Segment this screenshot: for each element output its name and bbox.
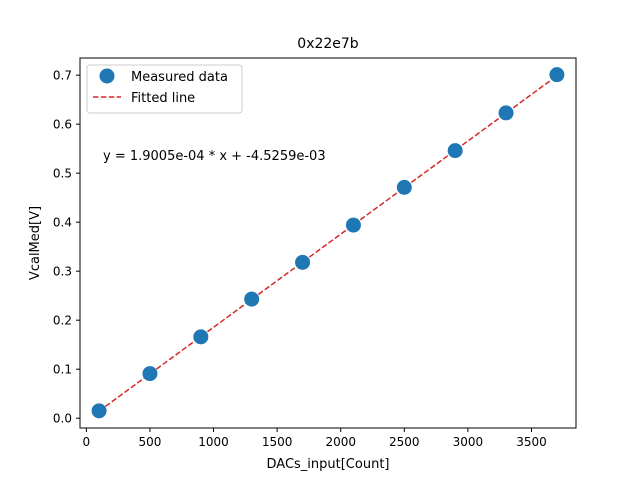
data-point — [549, 67, 565, 83]
x-tick-label: 2500 — [389, 435, 420, 449]
x-tick-label: 3500 — [516, 435, 547, 449]
data-point — [91, 403, 107, 419]
y-axis-label: VcalMed[V] — [28, 206, 43, 280]
legend: Measured data Fitted line — [86, 64, 243, 114]
y-tick-label: 0.4 — [53, 216, 72, 230]
x-tick-label: 2000 — [325, 435, 356, 449]
legend-box — [86, 64, 243, 114]
data-point — [498, 105, 514, 121]
x-tick-label: 1500 — [262, 435, 293, 449]
x-axis-ticks: 0 500 1000 1500 2000 2500 3000 3500 — [83, 428, 547, 449]
y-tick-label: 0.2 — [53, 314, 72, 328]
data-point — [447, 143, 463, 159]
plot-area — [91, 67, 565, 419]
data-point — [142, 366, 158, 382]
x-tick-label: 3000 — [453, 435, 484, 449]
data-point — [345, 217, 361, 233]
x-tick-label: 500 — [138, 435, 161, 449]
legend-label-fitted: Fitted line — [131, 91, 195, 106]
y-tick-label: 0.1 — [53, 363, 72, 377]
y-tick-label: 0.6 — [53, 118, 72, 132]
legend-label-measured: Measured data — [131, 70, 228, 85]
x-tick-label: 1000 — [198, 435, 229, 449]
y-tick-label: 0.5 — [53, 167, 72, 181]
x-axis-label: DACs_input[Count] — [267, 457, 390, 472]
axes-frame — [79, 57, 577, 429]
fit-equation-annotation: y = 1.9005e-04 * x + -4.5259e-03 — [103, 149, 326, 164]
data-point — [193, 329, 209, 345]
y-tick-label: 0.3 — [53, 265, 72, 279]
data-point — [396, 179, 412, 195]
data-point — [244, 291, 260, 307]
x-tick-label: 0 — [83, 435, 91, 449]
legend-marker-measured — [99, 68, 115, 84]
y-tick-label: 0.7 — [53, 69, 72, 83]
y-axis-ticks: 0.0 0.1 0.2 0.3 0.4 0.5 0.6 0.7 — [53, 69, 80, 426]
chart-title: 0x22e7b — [297, 36, 359, 52]
y-tick-label: 0.0 — [53, 412, 72, 426]
data-point — [295, 254, 311, 270]
